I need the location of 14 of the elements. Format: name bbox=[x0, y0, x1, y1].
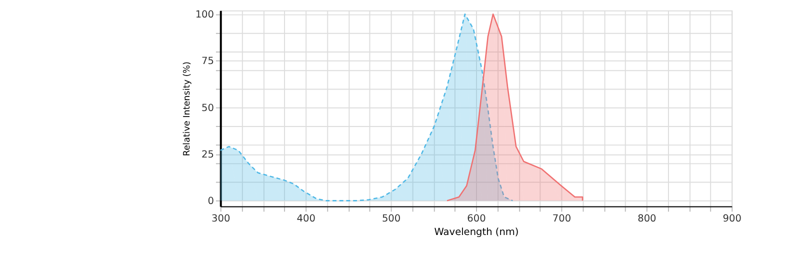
y-tick-label: 0 bbox=[208, 196, 214, 208]
x-tick-label: 600 bbox=[467, 213, 486, 224]
y-tick-label: 75 bbox=[202, 56, 214, 68]
y-tick-label: 100 bbox=[195, 10, 214, 21]
x-tick-label: 700 bbox=[552, 213, 572, 224]
x-tick-label: 300 bbox=[212, 213, 230, 224]
y-axis-title: Relative Intensity (%) bbox=[182, 62, 192, 156]
x-axis-title: Wavelength (nm) bbox=[434, 227, 519, 238]
y-tick-label: 50 bbox=[202, 102, 214, 114]
y-tick-label: 25 bbox=[202, 149, 214, 160]
x-tick-label: 500 bbox=[382, 213, 401, 224]
x-tick-label: 800 bbox=[638, 213, 656, 224]
x-tick-label: 400 bbox=[296, 213, 316, 224]
x-tick-label: 900 bbox=[722, 213, 742, 224]
